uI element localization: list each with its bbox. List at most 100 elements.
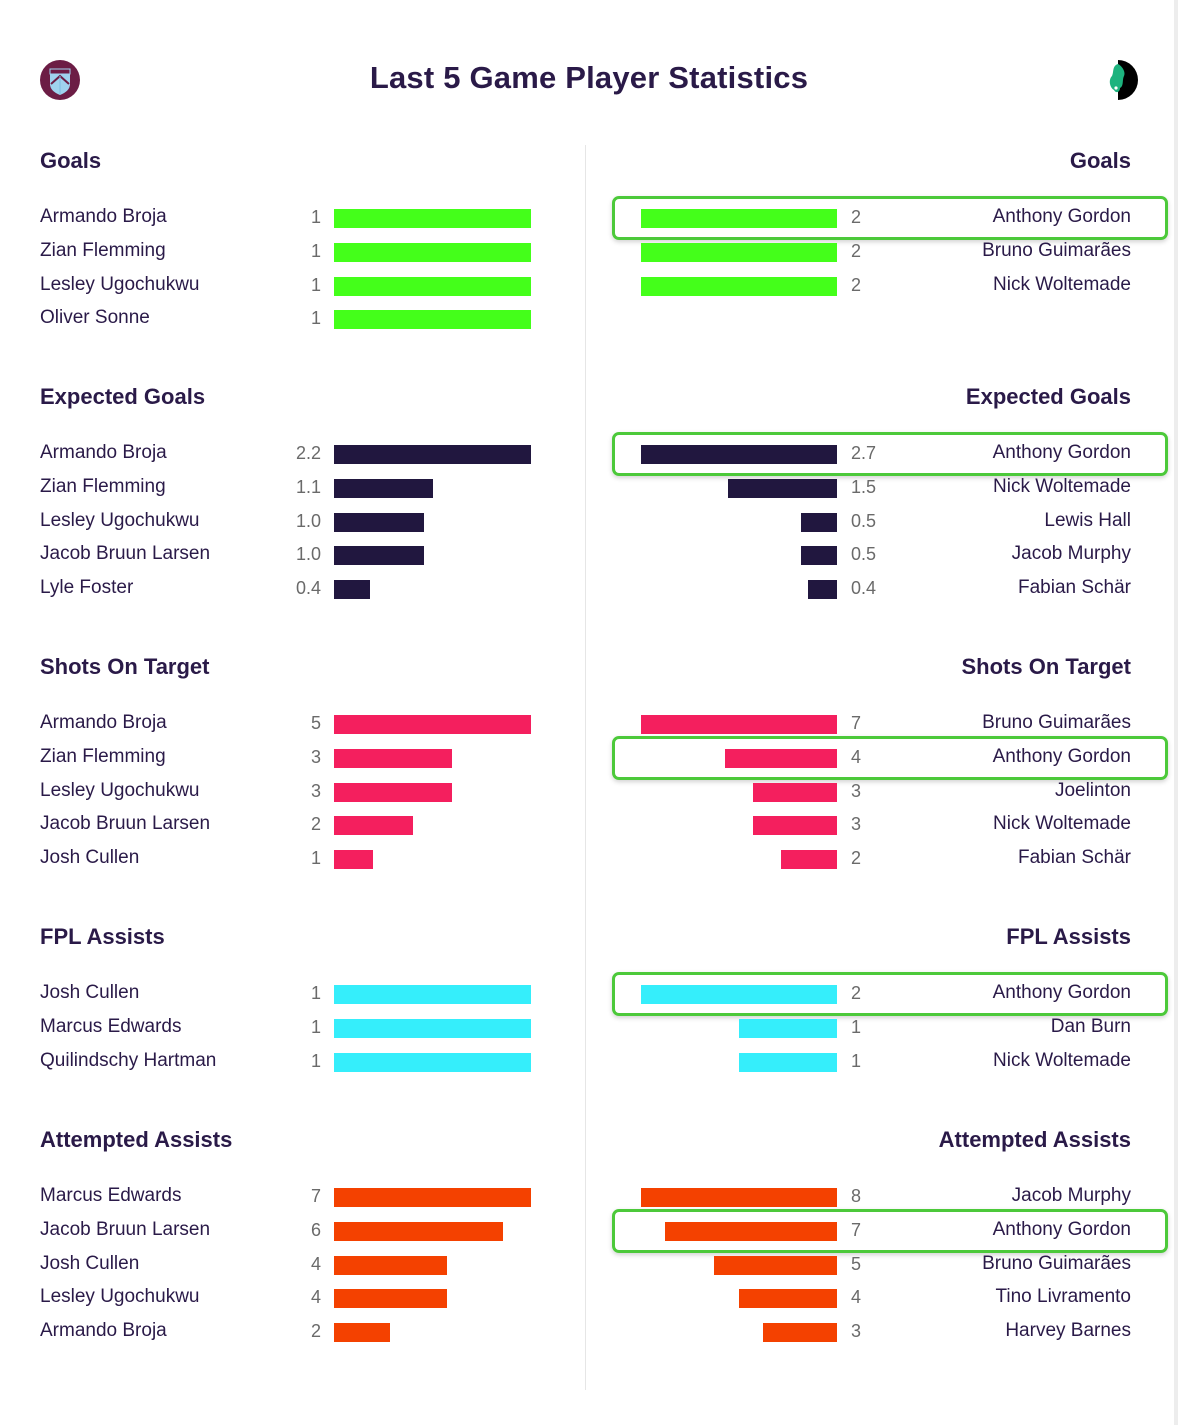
- right-shots-on-target-heading: Shots On Target: [961, 654, 1132, 679]
- right-goals-row: Anthony Gordon 2: [586, 201, 1178, 235]
- stat-bar: [801, 512, 837, 532]
- player-name: Dan Burn: [1050, 1015, 1131, 1037]
- stat-value: 4: [310, 1253, 321, 1274]
- stat-bar: [334, 1018, 531, 1038]
- stat-bar: [641, 242, 837, 262]
- stat-bar: [641, 209, 837, 228]
- stat-bar: [725, 748, 837, 768]
- stat-value: 1: [310, 1016, 321, 1037]
- stat-bar: [641, 276, 837, 296]
- right-expected-goals-heading: Expected Goals: [965, 384, 1131, 409]
- stat-bar: [334, 1255, 447, 1275]
- stat-bar: [763, 1323, 837, 1343]
- right-attempted-assists-heading: Attempted Assists: [938, 1127, 1131, 1152]
- stat-bar: [334, 850, 373, 870]
- left-fpl-assists-row: Josh Cullen 1: [0, 977, 585, 1011]
- left-goals-heading: Goals: [40, 148, 102, 173]
- left-goals-row: Armando Broja 1: [0, 201, 585, 235]
- right-fpl-assists-row: Dan Burn 1: [586, 1011, 1178, 1045]
- left-attempted-assists-row: Lesley Ugochukwu 4: [0, 1281, 585, 1315]
- player-name: Harvey Barnes: [1005, 1320, 1131, 1342]
- player-name: Josh Cullen: [40, 982, 140, 1003]
- column-divider: [585, 145, 586, 1390]
- player-name: Nick Woltemade: [993, 273, 1131, 295]
- stat-bar: [781, 850, 837, 870]
- left-expected-goals-row: Lyle Foster 0.4: [0, 572, 585, 606]
- stat-value: 7: [851, 713, 862, 733]
- stat-value: 1: [310, 1050, 321, 1071]
- stat-bar: [641, 985, 837, 1004]
- stat-value: 7: [851, 1219, 862, 1240]
- stat-value: 5: [310, 713, 321, 733]
- left-attempted-assists-row: Marcus Edwards 7: [0, 1180, 585, 1214]
- burnley-crest-icon: [40, 60, 80, 100]
- player-name: Lesley Ugochukwu: [40, 509, 200, 531]
- stat-value: 2: [310, 1321, 321, 1342]
- left-shots-on-target-row: Lesley Ugochukwu 3: [0, 775, 585, 809]
- stat-value: 2.2: [295, 443, 321, 463]
- stat-value: 0.5: [851, 510, 877, 531]
- stat-value: 3: [310, 746, 321, 767]
- right-attempted-assists-row: Tino Livramento 4: [586, 1281, 1178, 1315]
- stat-value: 1: [310, 848, 321, 869]
- stat-value: 3: [851, 814, 862, 835]
- left-fpl-assists-heading: FPL Assists: [40, 924, 165, 949]
- right-shots-on-target-row: Nick Woltemade 3: [586, 808, 1178, 842]
- stat-bar: [334, 1052, 531, 1072]
- stat-bar: [739, 1052, 837, 1072]
- left-expected-goals-row: Zian Flemming 1.1: [0, 471, 585, 505]
- stat-bar: [641, 715, 837, 734]
- player-name: Armando Broja: [40, 1320, 167, 1342]
- player-name: Anthony Gordon: [992, 206, 1131, 227]
- stat-value: 1: [310, 274, 321, 295]
- right-expected-goals-row: Nick Woltemade 1.5: [586, 471, 1178, 505]
- right-expected-goals-row: Anthony Gordon 2.7: [586, 437, 1178, 471]
- stat-value: 7: [310, 1186, 321, 1206]
- stat-bar: [334, 1323, 390, 1343]
- stat-bar: [334, 310, 531, 330]
- left-goals-row: Oliver Sonne 1: [0, 302, 585, 336]
- right-attempted-assists-row: Bruno Guimarães 5: [586, 1248, 1178, 1282]
- stat-bar: [801, 546, 837, 566]
- stat-value: 3: [851, 780, 862, 801]
- player-name: Zian Flemming: [40, 239, 166, 261]
- left-expected-goals-row: Jacob Bruun Larsen 1.0: [0, 538, 585, 572]
- stat-bar: [334, 580, 370, 600]
- stat-bar: [334, 512, 424, 532]
- left-attempted-assists-row: Armando Broja 2: [0, 1315, 585, 1349]
- right-shots-on-target-row: Bruno Guimarães 7: [586, 707, 1178, 741]
- stat-bar: [334, 1221, 503, 1241]
- player-name: Marcus Edwards: [40, 1015, 182, 1037]
- stat-bar: [739, 1289, 837, 1309]
- right-shots-on-target-row: Joelinton 3: [586, 775, 1178, 809]
- player-name: Jacob Murphy: [1011, 543, 1131, 565]
- player-name: Jacob Bruun Larsen: [40, 543, 211, 565]
- stat-bar: [334, 209, 531, 228]
- stat-value: 8: [851, 1186, 862, 1206]
- player-name: Anthony Gordon: [992, 442, 1131, 463]
- stat-bar: [728, 478, 837, 498]
- left-fpl-assists-row: Quilindschy Hartman 1: [0, 1045, 585, 1079]
- player-name: Tino Livramento: [995, 1286, 1131, 1308]
- stat-bar: [641, 445, 837, 464]
- right-shots-on-target-row: Fabian Schär 2: [586, 842, 1178, 876]
- stat-value: 2: [851, 240, 862, 261]
- left-attempted-assists-heading: Attempted Assists: [40, 1127, 233, 1152]
- player-name: Anthony Gordon: [992, 1218, 1131, 1240]
- stat-value: 2: [851, 848, 862, 869]
- stat-value: 2: [851, 983, 862, 1003]
- stat-value: 1.0: [295, 544, 321, 565]
- stat-value: 1: [310, 240, 321, 261]
- stat-bar: [334, 1188, 531, 1207]
- player-name: Josh Cullen: [40, 847, 140, 869]
- stat-value: 3: [851, 1321, 862, 1342]
- player-name: Lesley Ugochukwu: [40, 1286, 200, 1308]
- newcastle-crest-icon: [1109, 60, 1138, 100]
- stat-value: 1: [310, 983, 321, 1003]
- left-expected-goals-row: Lesley Ugochukwu 1.0: [0, 505, 585, 539]
- player-name: Oliver Sonne: [40, 307, 150, 329]
- stat-bar: [665, 1221, 837, 1241]
- right-expected-goals-row: Jacob Murphy 0.5: [586, 538, 1178, 572]
- player-name: Nick Woltemade: [993, 813, 1131, 835]
- stat-value: 3: [310, 780, 321, 801]
